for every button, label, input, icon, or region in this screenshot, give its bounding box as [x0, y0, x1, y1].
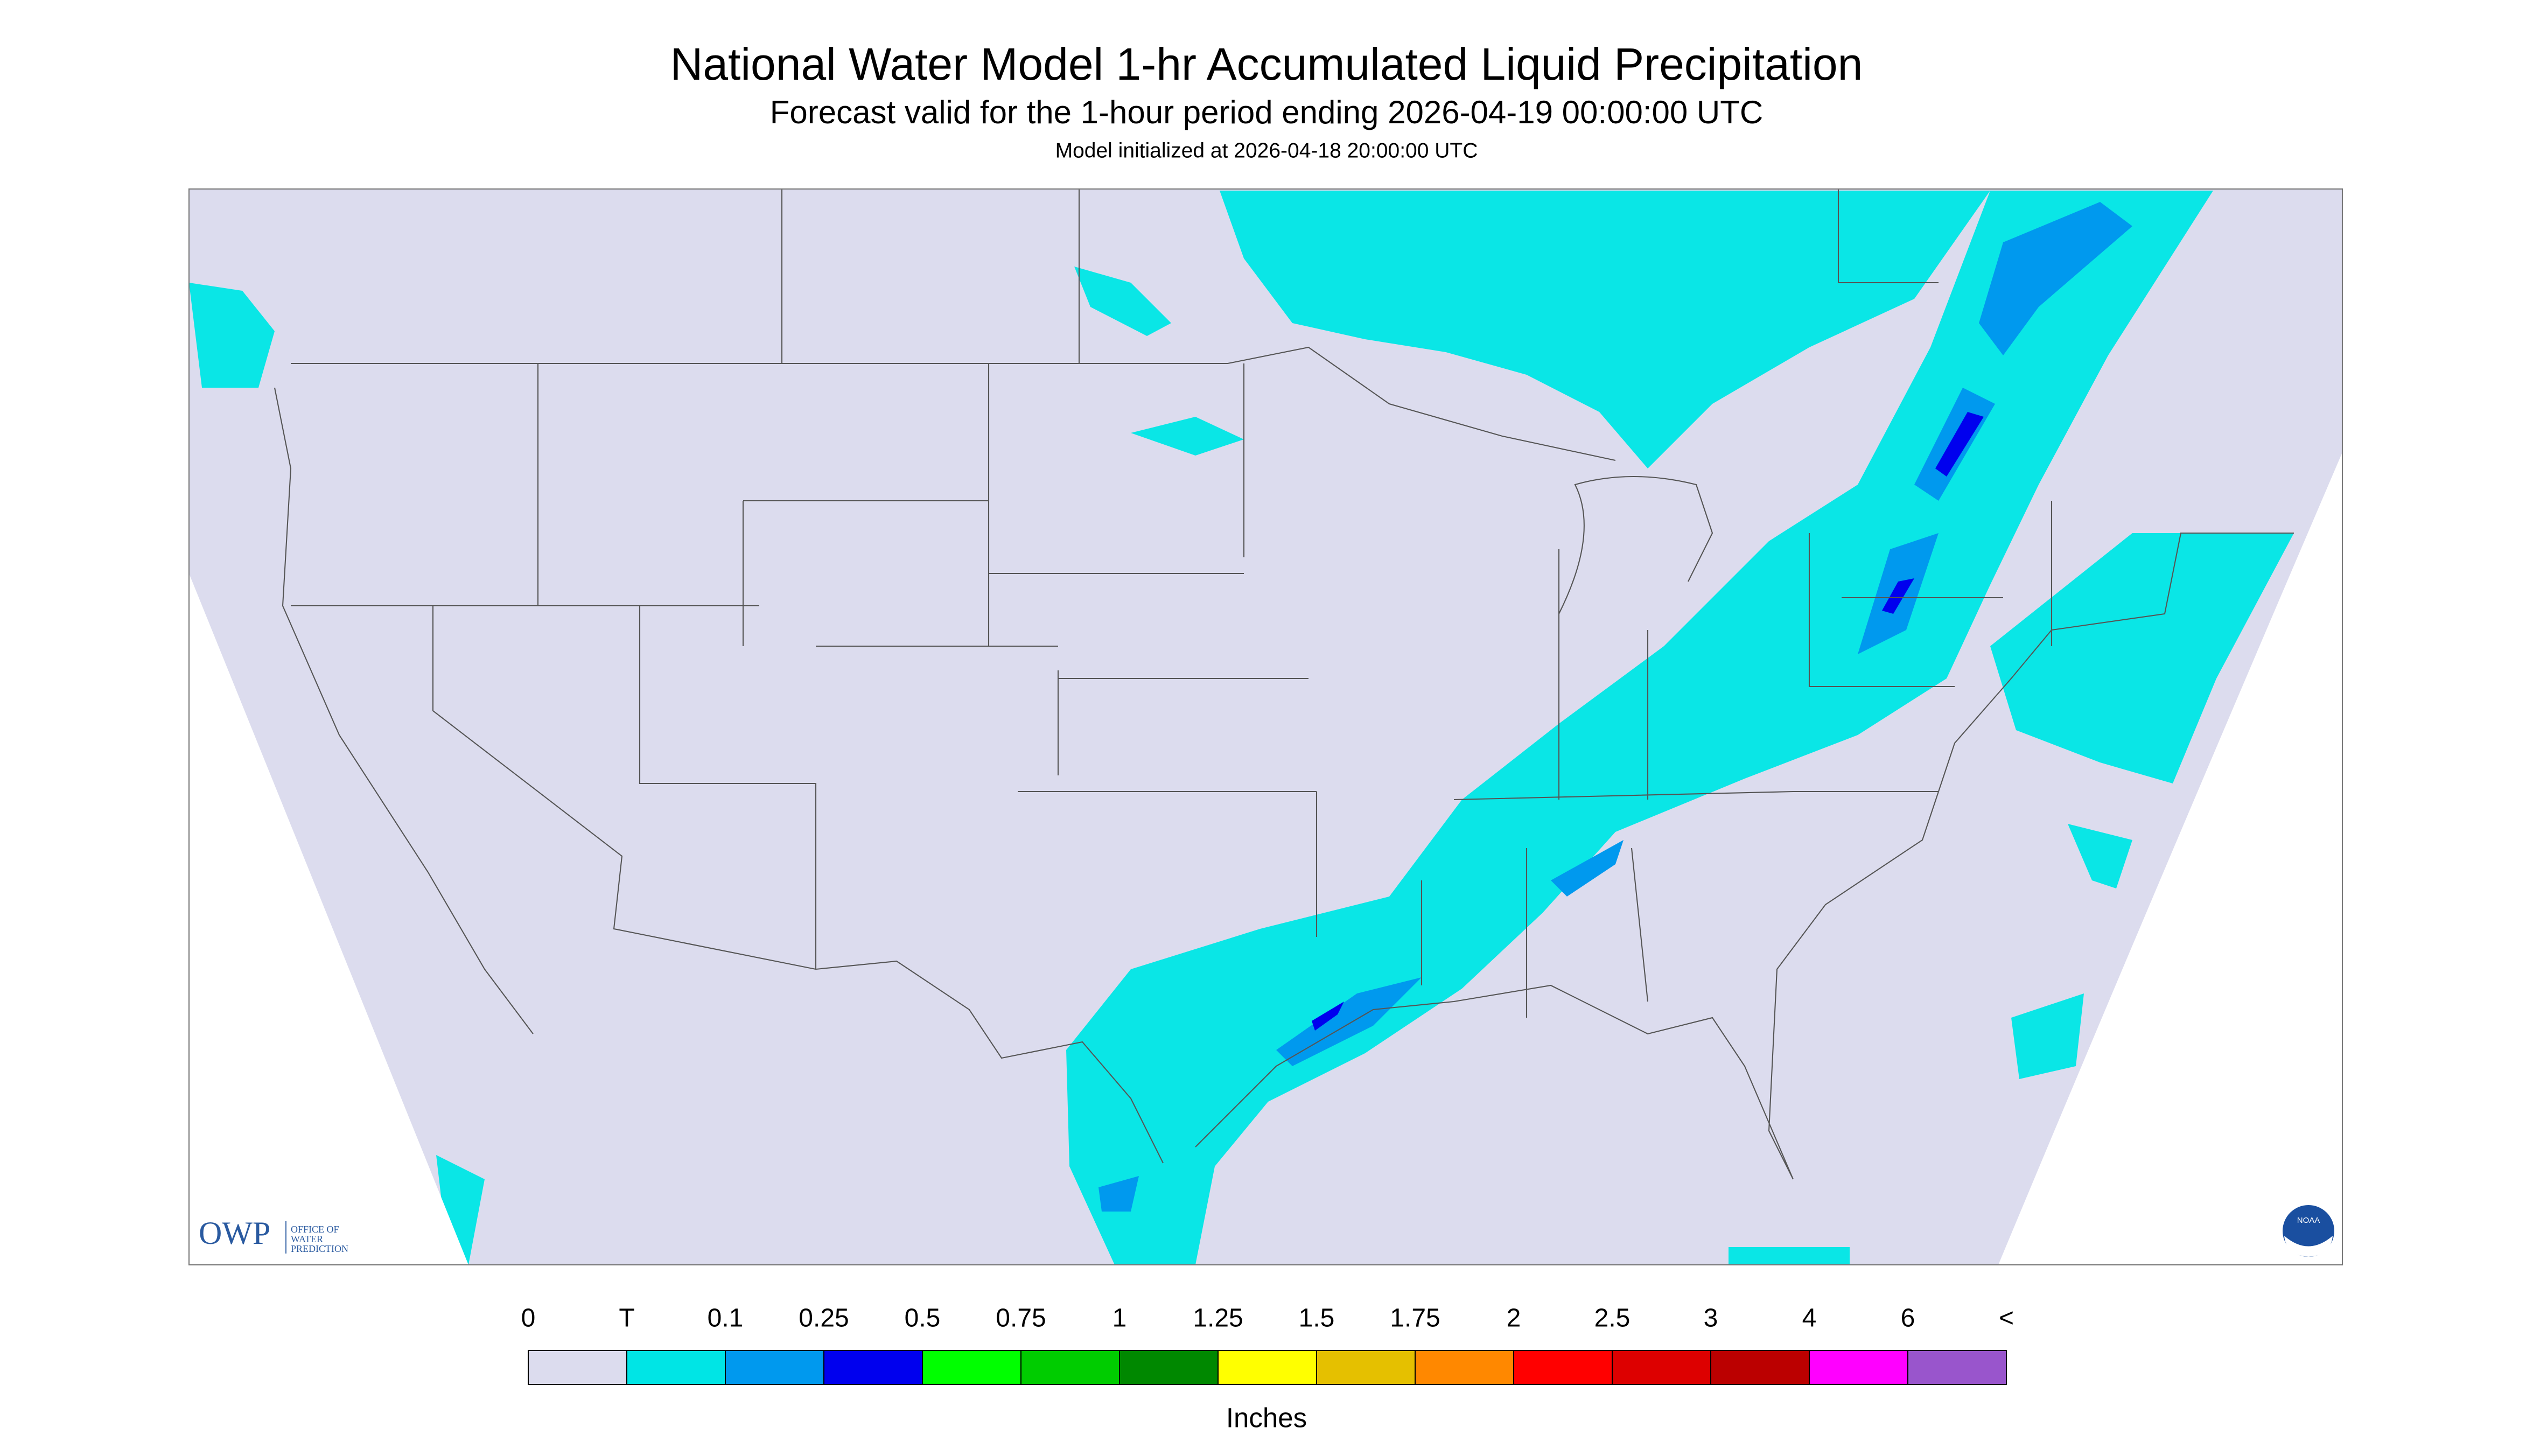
legend-swatch — [823, 1350, 923, 1385]
boundaries — [274, 189, 2294, 1180]
precip-moderate — [1312, 412, 1984, 1031]
legend-label: 1 — [1112, 1304, 1127, 1333]
legend-label: 0.75 — [996, 1304, 1046, 1333]
legend-swatch — [1020, 1350, 1120, 1385]
legend-unit: Inches — [1226, 1402, 1307, 1433]
legend-label: 4 — [1802, 1304, 1817, 1333]
legend-swatch — [528, 1350, 627, 1385]
subtitle: Forecast valid for the 1-hour period end… — [770, 94, 1763, 130]
logo-acronym: OWP — [199, 1215, 270, 1251]
legend-swatch — [1612, 1350, 1711, 1385]
legend-swatch — [922, 1350, 1021, 1385]
legend-label: 2 — [1507, 1304, 1521, 1333]
outside-domain — [189, 573, 468, 1265]
legend-label: 1.25 — [1193, 1304, 1243, 1333]
legend-swatch — [1119, 1350, 1219, 1385]
noaa-wave — [2284, 1236, 2333, 1257]
legend-label: 0.5 — [905, 1304, 941, 1333]
outside-domain — [1998, 452, 2342, 1265]
legend-swatch — [1809, 1350, 1908, 1385]
legend-label: 1.75 — [1390, 1304, 1440, 1333]
legend-swatch — [1217, 1350, 1317, 1385]
legend-swatch — [1316, 1350, 1416, 1385]
legend-label: 0.1 — [708, 1304, 744, 1333]
legend-label: 0 — [521, 1304, 536, 1333]
legend-swatch — [725, 1350, 824, 1385]
legend-label: 0.25 — [799, 1304, 849, 1333]
legend: 0 T 0.1 0.25 0.5 0.75 1 1.25 1.5 1.75 2 2.5 3 4 6 < — [521, 1304, 2014, 1385]
legend-label: 6 — [1901, 1304, 1915, 1333]
legend-label: < — [1999, 1304, 2014, 1333]
logo-text: OFFICE OF — [291, 1224, 339, 1235]
init-note: Model initialized at 2026-04-18 20:00:00… — [1055, 139, 1478, 162]
title: National Water Model 1-hr Accumulated Li… — [670, 39, 1863, 89]
logo-text: PREDICTION — [291, 1243, 348, 1254]
legend-label: 2.5 — [1594, 1304, 1631, 1333]
legend-swatch — [1907, 1350, 2007, 1385]
map: OWP OFFICE OF WATER PREDICTION NOAA — [188, 188, 2343, 1266]
legend-swatch — [1415, 1350, 1514, 1385]
logo-text: WATER — [291, 1234, 323, 1244]
legend-swatch — [1513, 1350, 1613, 1385]
legend-swatch — [1710, 1350, 1810, 1385]
legend-label: T — [619, 1304, 634, 1333]
noaa-text: NOAA — [2297, 1216, 2320, 1225]
legend-label: 1.5 — [1299, 1304, 1335, 1333]
legend-label: 3 — [1704, 1304, 1718, 1333]
legend-swatch — [626, 1350, 726, 1385]
map-frame — [188, 188, 2343, 1266]
